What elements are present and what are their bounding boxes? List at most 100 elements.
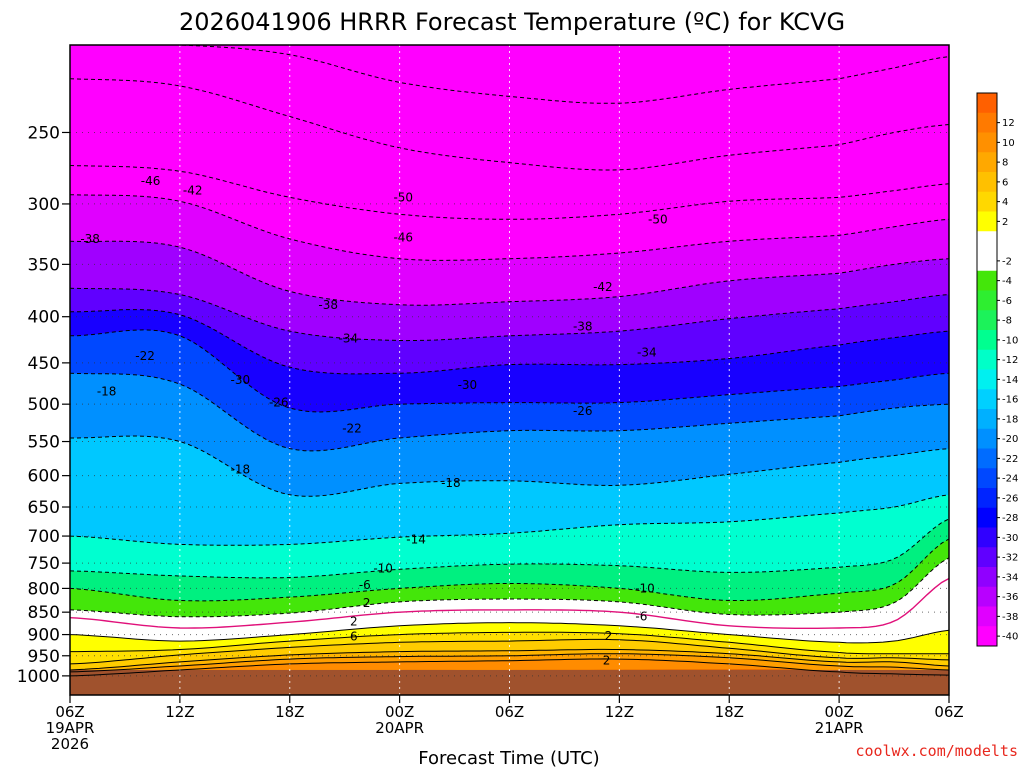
isotherm-6 <box>69 638 950 665</box>
colorbar-label: -26 <box>1002 493 1018 504</box>
x-tick-label: 20APR <box>375 719 424 737</box>
colorbar-swatch <box>977 547 997 568</box>
contour-labels: -46 -42 -38 -50 -46 -50 -42 -38 -38 -34 -34 -22 -30 -… <box>80 174 667 667</box>
x-tick-label: 12Z <box>165 703 194 721</box>
y-tick-label: 950 <box>28 647 60 667</box>
isotherm--30 <box>70 309 950 375</box>
y-tick-label: 800 <box>28 579 60 599</box>
isotherm-contours <box>69 44 950 677</box>
colorbar-swatch <box>977 448 997 469</box>
x-tick-label: 21APR <box>815 719 864 737</box>
chart-title: 2026041906 HRRR Forecast Temperature (ºC… <box>179 8 845 36</box>
colorbar-swatch <box>977 172 997 193</box>
x-tick-label: 12Z <box>605 703 634 721</box>
x-tick-label: 19APR <box>46 719 95 737</box>
colorbar-label: -8 <box>1002 316 1012 327</box>
colorbar-label: -36 <box>1002 592 1018 603</box>
x-axis-label: Forecast Time (UTC) <box>418 748 599 768</box>
colorbar-label: 4 <box>1002 197 1008 208</box>
colorbar-label: -18 <box>1002 414 1018 425</box>
isotherm--26 <box>69 329 950 413</box>
isotherm--50 <box>69 78 950 171</box>
contour-label: -38 <box>80 232 100 246</box>
x-tick-label: 06Z <box>495 703 524 721</box>
colorbar-label: -24 <box>1002 474 1018 485</box>
contour-label: -10 <box>635 581 655 595</box>
colorbar-swatch <box>977 251 997 272</box>
colorbar-label: -28 <box>1002 513 1018 524</box>
contour-label: 2 <box>603 653 611 667</box>
colorbar-swatch <box>977 488 997 509</box>
contour-label: -46 <box>393 231 413 245</box>
contour-label: -30 <box>458 378 478 392</box>
isotherm--6 <box>69 538 950 602</box>
colorbar-label: -16 <box>1002 395 1018 406</box>
colorbar-swatch <box>977 152 997 173</box>
colorbar-label: -6 <box>1002 296 1012 307</box>
colorbar-swatch <box>977 191 997 212</box>
contour-label: -34 <box>637 345 657 359</box>
x-tick-label: 06Z <box>55 703 84 721</box>
isotherm-8 <box>69 648 950 671</box>
colorbar-label: -14 <box>1002 375 1018 386</box>
contour-label: -18 <box>231 463 251 477</box>
contour-label: -22 <box>135 349 155 363</box>
colorbar-label: -38 <box>1002 612 1018 623</box>
isotherm-0 <box>69 577 950 629</box>
colorbar-swatch <box>977 507 997 528</box>
colorbar-swatch <box>977 409 997 430</box>
y-tick-label: 450 <box>28 354 60 374</box>
y-axis-ticks: 250 300 350 400 450 500 550 600 650 700 750 800 850 9… <box>17 123 70 687</box>
y-tick-label: 750 <box>28 554 60 574</box>
x-tick-label: 2026 <box>51 735 89 753</box>
contour-label: 2 <box>605 629 613 643</box>
colorbar-swatch <box>977 369 997 390</box>
contour-label: -26 <box>573 404 593 418</box>
y-tick-label: 700 <box>28 527 60 547</box>
contour-label: -42 <box>593 280 613 294</box>
y-tick-label: 250 <box>28 123 60 143</box>
y-tick-label: 400 <box>28 308 60 328</box>
colorbar-swatch <box>977 211 997 232</box>
colorbar-label: -34 <box>1002 572 1018 583</box>
colorbar-label: -4 <box>1002 276 1012 287</box>
contour-label: -30 <box>231 373 251 387</box>
contour-label: -18 <box>97 384 117 398</box>
contour-label: -18 <box>441 476 461 490</box>
contour-label: -38 <box>318 298 338 312</box>
colorbar-label: 2 <box>1002 217 1008 228</box>
x-tick-label: 00Z <box>824 703 853 721</box>
contour-label: -6 <box>359 578 371 592</box>
contour-label: 2 <box>363 596 371 610</box>
colorbar-label: 10 <box>1002 138 1015 149</box>
contour-label: -50 <box>393 190 413 204</box>
isotherm--34 <box>69 287 950 342</box>
isotherm--46 <box>69 165 950 220</box>
isotherm-12 <box>69 658 950 677</box>
isotherm--54 <box>70 44 950 104</box>
colorbar-frame <box>976 92 998 647</box>
y-tick-label: 500 <box>28 395 60 415</box>
colorbar-label: -10 <box>1002 335 1018 346</box>
y-tick-label: 900 <box>28 626 60 646</box>
x-tick-label: 00Z <box>385 703 414 721</box>
colorbar-swatch <box>977 586 997 607</box>
colorbar-swatch <box>977 270 997 291</box>
isotherm-10 <box>69 653 950 673</box>
colorbar-label: -30 <box>1002 533 1018 544</box>
contour-label: -42 <box>183 184 203 198</box>
contour-label: -46 <box>141 174 161 188</box>
color-legend: 12 10 8 6 4 2 -2 -4 -6 -8 -10 -12 -14 -16 -18 -20 -22 -24… <box>976 92 1018 647</box>
colorbar-swatch <box>977 93 997 114</box>
colorbar-swatch <box>977 330 997 351</box>
colorbar-swatch <box>977 112 997 133</box>
contour-label: -14 <box>406 532 426 546</box>
contour-label: 6 <box>350 630 358 644</box>
colorbar-swatch <box>977 428 997 449</box>
y-tick-label: 850 <box>28 603 60 623</box>
contour-label: -22 <box>342 421 362 435</box>
x-tick-label: 18Z <box>715 703 744 721</box>
colorbar-swatch <box>977 527 997 548</box>
